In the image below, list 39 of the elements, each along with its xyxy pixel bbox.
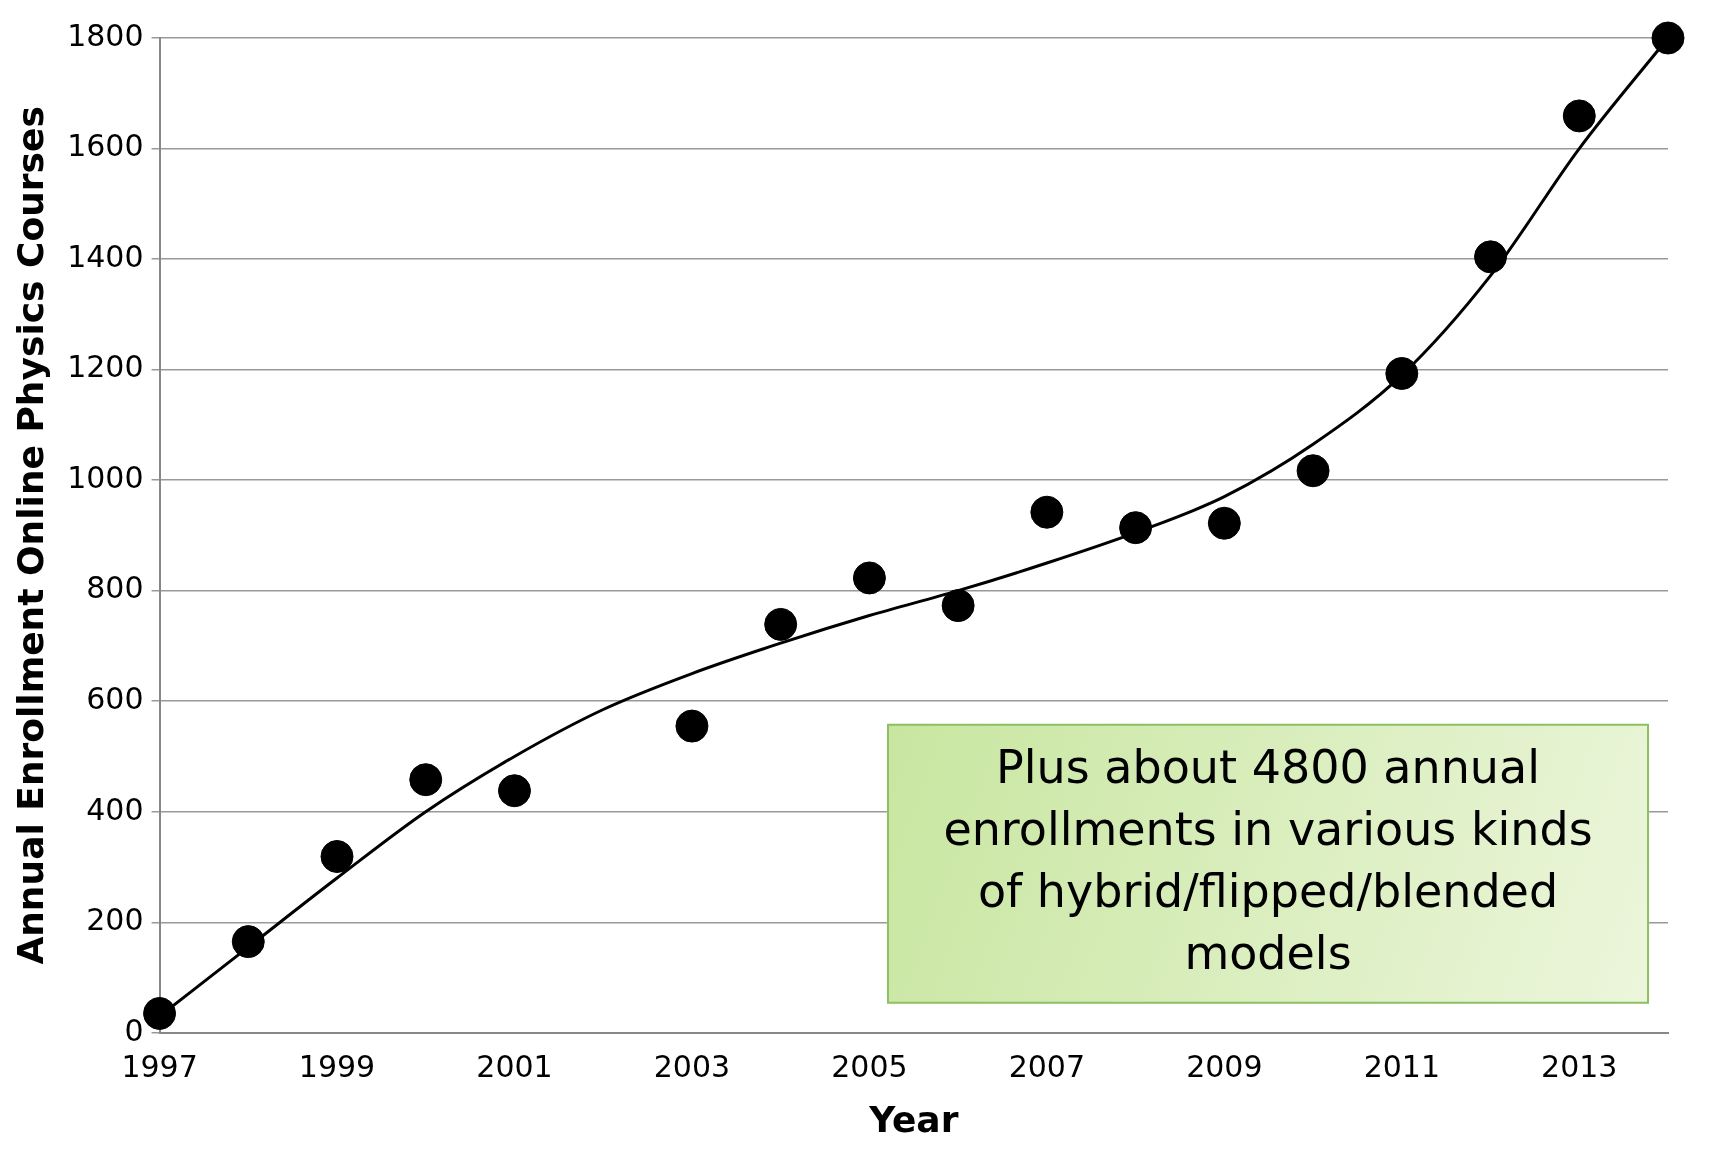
point (1207, 506, 1241, 540)
y-tick-label: 1200 (67, 349, 144, 385)
y-tick-label: 1800 (67, 17, 144, 53)
point (1651, 21, 1685, 55)
point (1562, 99, 1596, 133)
point (320, 840, 354, 873)
x-tick-label: 2007 (1008, 1048, 1086, 1084)
y-tick-label: 400 (86, 791, 144, 827)
x-tick-label: 2011 (1363, 1048, 1440, 1084)
x-tick-label: 2013 (1541, 1048, 1618, 1084)
point (143, 996, 177, 1030)
y-tick-label: 1000 (67, 459, 144, 495)
x-tick-label: 2009 (1186, 1048, 1263, 1084)
point (1385, 356, 1419, 390)
point (409, 763, 443, 797)
point (1030, 495, 1064, 529)
point (675, 709, 709, 743)
y-tick-label: 200 (86, 902, 144, 938)
y-axis-title: Annual Enrollment Online Physics Courses (9, 106, 51, 965)
point (497, 774, 531, 808)
x-axis-title: Year (868, 1098, 959, 1140)
y-tick-label: 800 (86, 570, 144, 606)
x-tick-label: 1997 (121, 1048, 198, 1084)
point (852, 561, 886, 595)
y-tick-label: 600 (86, 681, 144, 716)
point (941, 589, 975, 623)
point (231, 925, 265, 959)
point (1474, 240, 1508, 274)
x-tick-label: 2001 (476, 1048, 553, 1084)
x-tick-label: 2005 (831, 1048, 908, 1084)
annotation: Plus about 4800 annual enrollments in various kinds of hybrid/flipped/blended models (943, 739, 1593, 980)
point (1296, 454, 1330, 488)
y-tick-label: 0 (124, 1012, 144, 1048)
point (764, 607, 798, 641)
y-tick-label: 1400 (67, 238, 144, 274)
x-tick-label: 1999 (298, 1048, 376, 1084)
point (1119, 511, 1153, 545)
x-tick-label: 2003 (653, 1048, 731, 1084)
y-tick-label: 1600 (67, 128, 144, 164)
